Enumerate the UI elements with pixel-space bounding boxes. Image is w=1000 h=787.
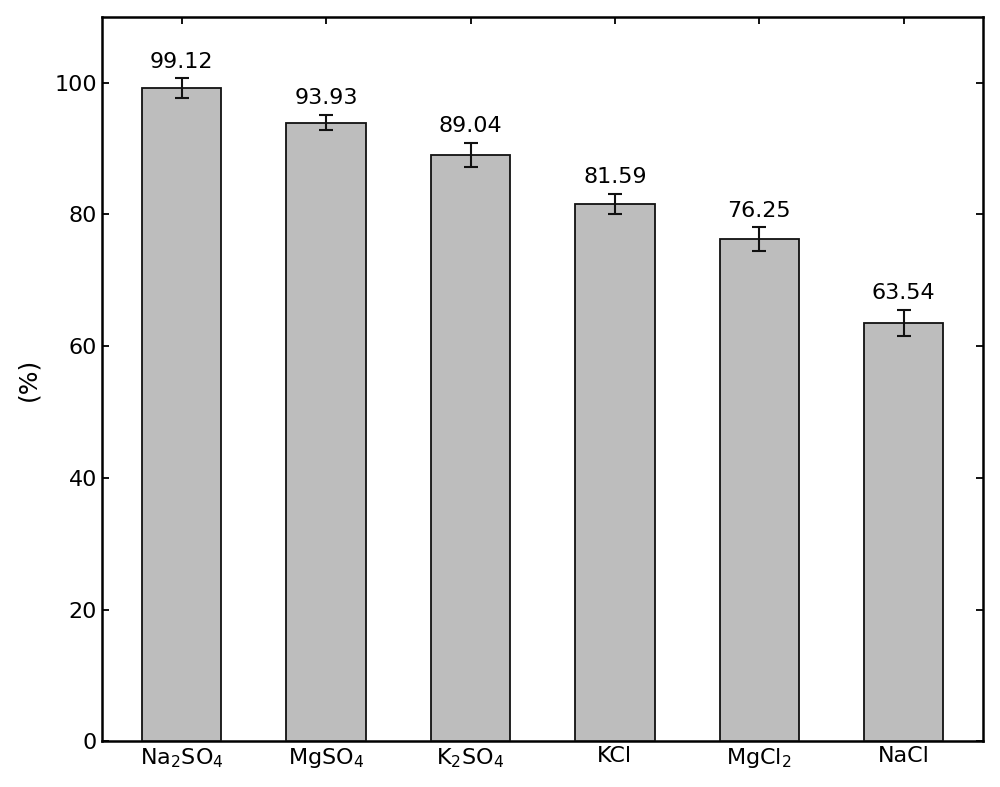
Text: 63.54: 63.54 bbox=[872, 283, 935, 303]
Text: 93.93: 93.93 bbox=[294, 88, 358, 108]
Bar bbox=[575, 204, 655, 741]
Text: 81.59: 81.59 bbox=[583, 168, 647, 187]
Text: 76.25: 76.25 bbox=[727, 201, 791, 220]
Text: 99.12: 99.12 bbox=[150, 52, 214, 72]
Bar bbox=[142, 88, 221, 741]
Bar bbox=[864, 323, 943, 741]
Bar bbox=[720, 239, 799, 741]
Text: 89.04: 89.04 bbox=[439, 116, 502, 136]
Bar bbox=[286, 123, 366, 741]
Y-axis label: (%): (%) bbox=[17, 357, 41, 401]
Bar bbox=[431, 155, 510, 741]
